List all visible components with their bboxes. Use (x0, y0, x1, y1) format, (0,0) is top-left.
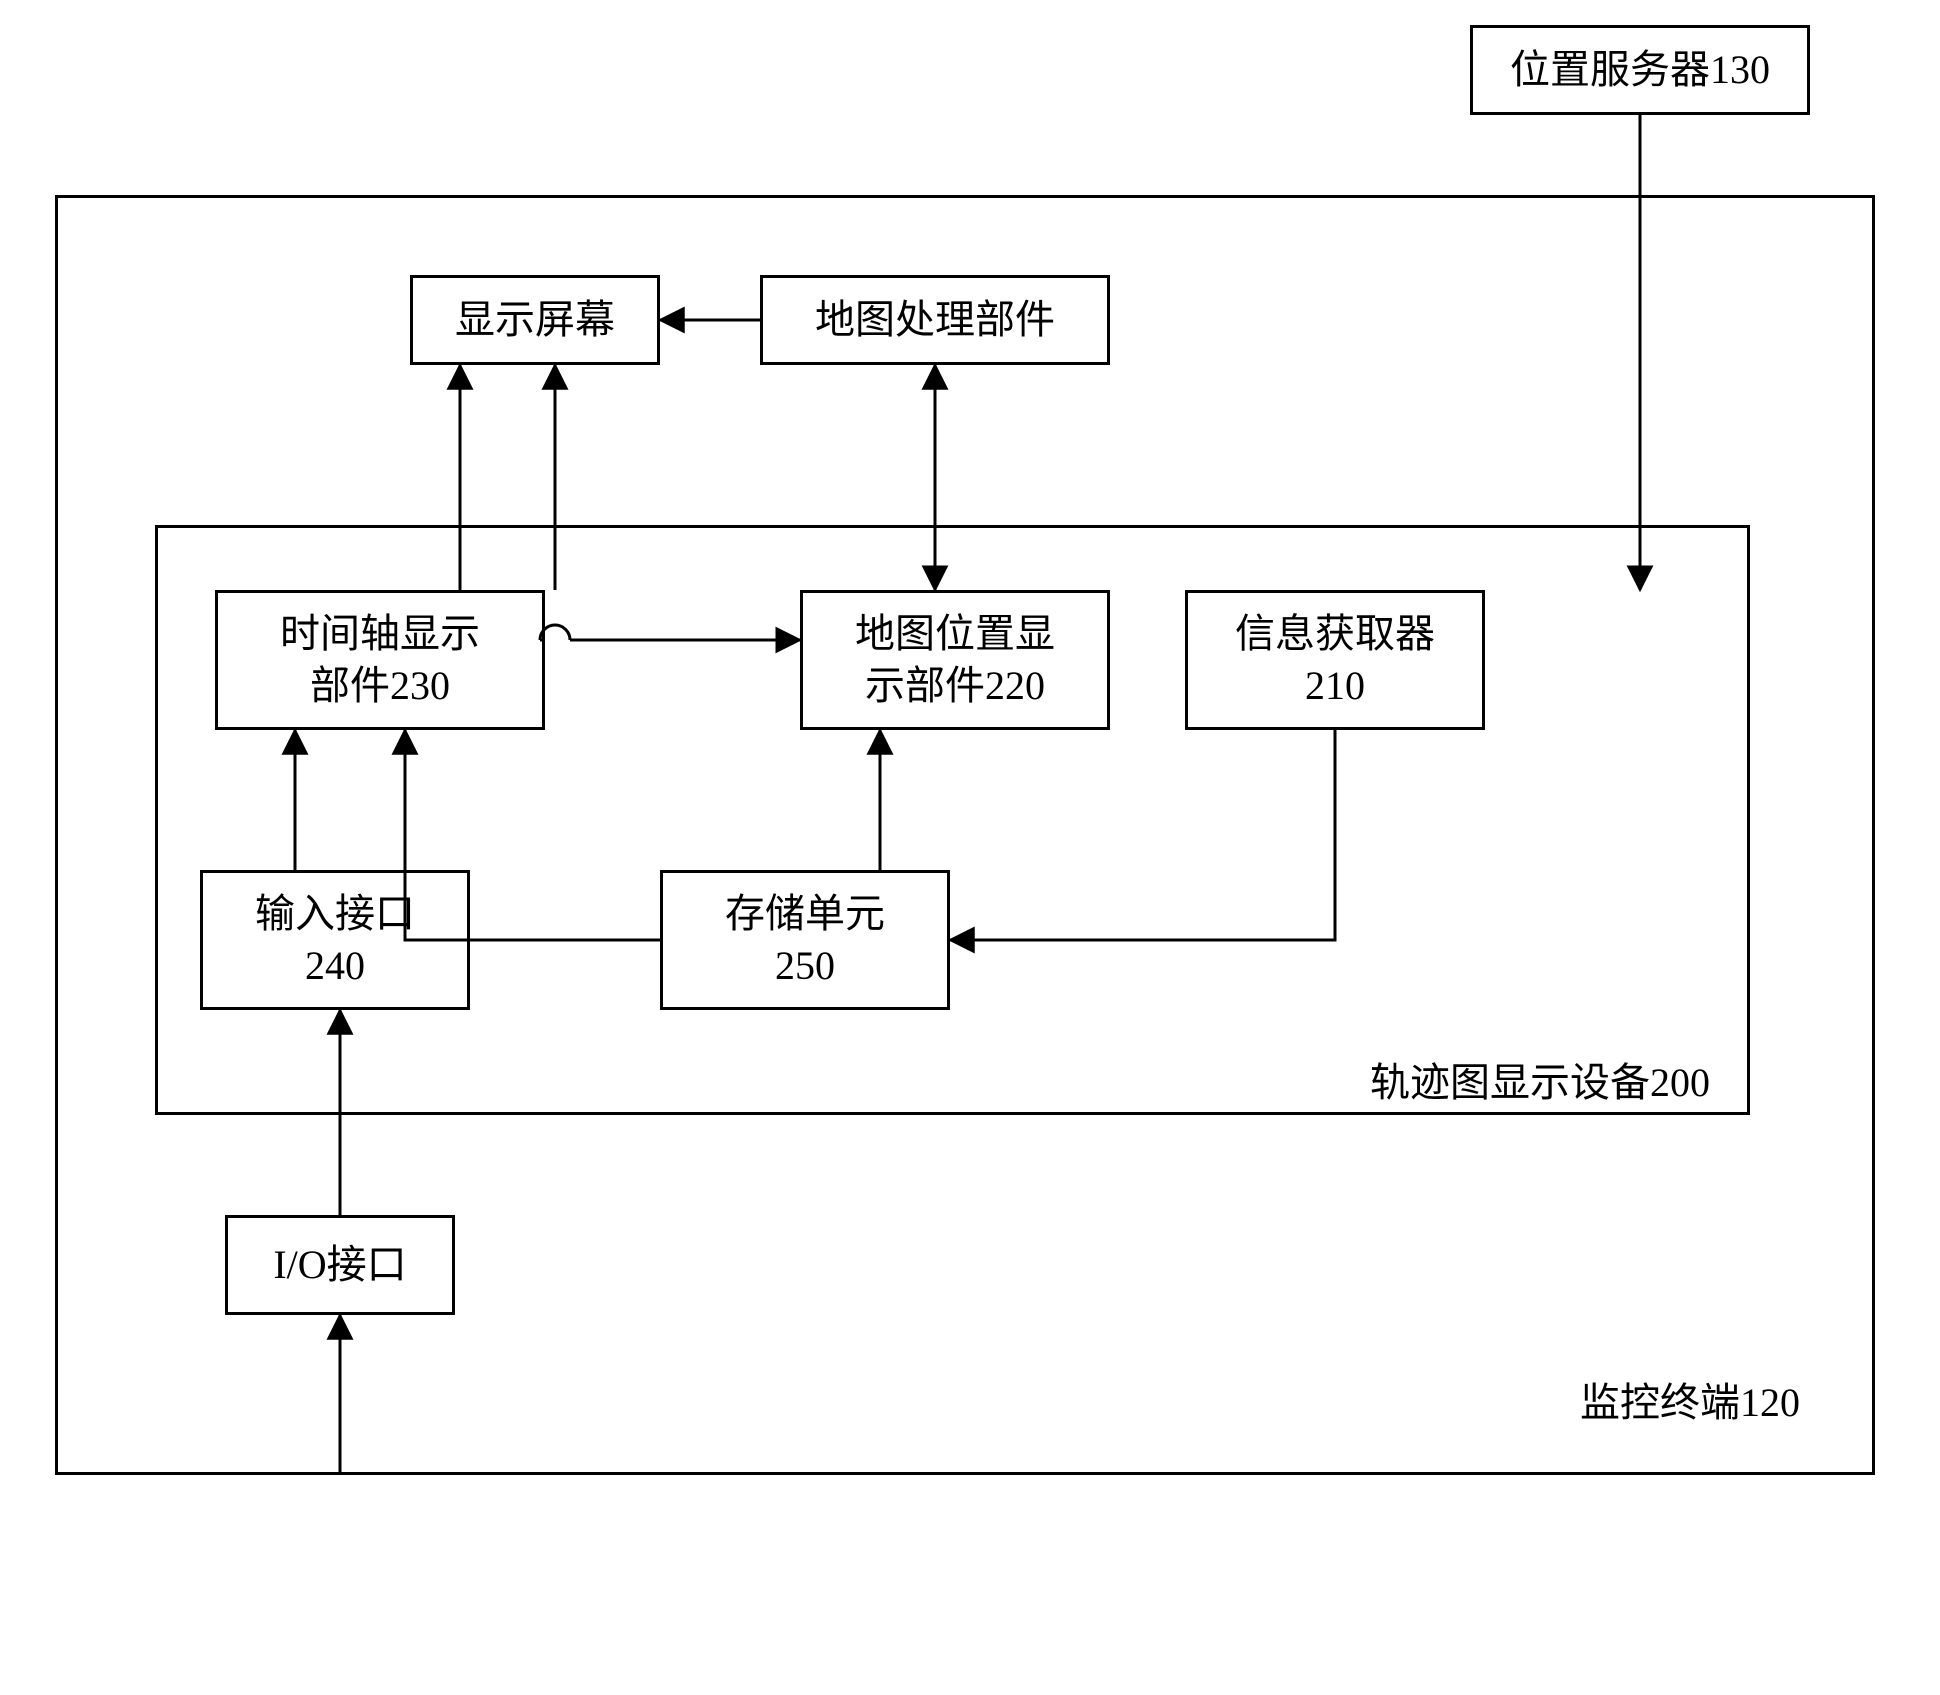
node-io-if: I/O接口 (225, 1215, 455, 1315)
node-display: 显示屏幕 (410, 275, 660, 365)
node-input-if: 输入接口 240 (200, 870, 470, 1010)
node-info-get: 信息获取器 210 (1185, 590, 1485, 730)
node-storage: 存储单元 250 (660, 870, 950, 1010)
label-outer-frame: 监控终端120 (1580, 1370, 1800, 1428)
node-loc-server: 位置服务器130 (1470, 25, 1810, 115)
node-timeline: 时间轴显示 部件230 (215, 590, 545, 730)
node-map-loc: 地图位置显 示部件220 (800, 590, 1110, 730)
label-inner-frame: 轨迹图显示设备200 (1370, 1050, 1710, 1108)
node-map-proc: 地图处理部件 (760, 275, 1110, 365)
diagram-canvas: 监控终端120 轨迹图显示设备200 位置服务器130 显示屏幕 地图处理部件 … (0, 0, 1940, 1695)
